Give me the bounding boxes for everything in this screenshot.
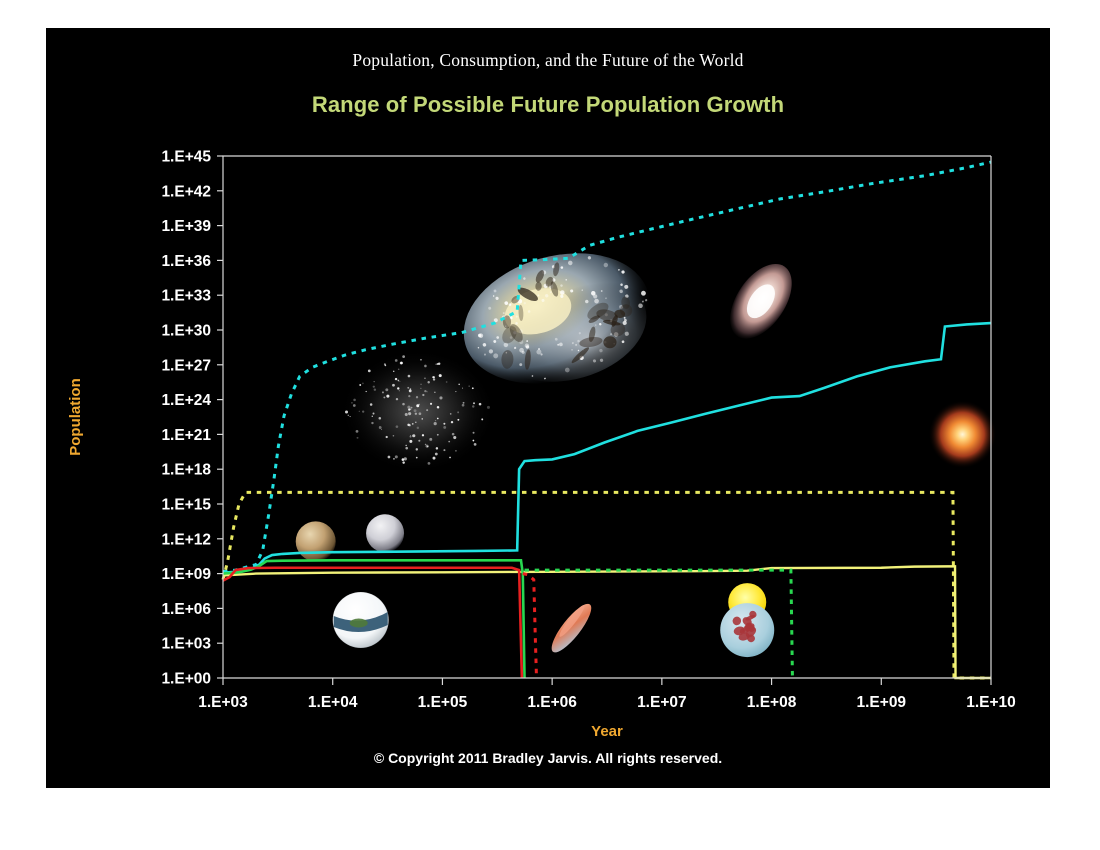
red-star-image — [928, 400, 997, 469]
y-tick-label: 1.E+36 — [161, 253, 211, 270]
x-tick-label: 1.E+07 — [637, 694, 687, 711]
series-mid-decline-green-dashed — [524, 568, 794, 680]
chart-title: Range of Possible Future Population Grow… — [311, 92, 785, 117]
slide-supertitle: Population, Consumption, and the Future … — [352, 50, 744, 70]
star-cluster-image — [340, 349, 497, 474]
chart-area: 1.E+00 1.E+03 1.E+06 1.E+09 1.E+12 1.E+15 1.E+… — [46, 120, 1050, 741]
x-axis-title: Year — [591, 723, 623, 740]
copyright-notice: © Copyright 2011 Bradley Jarvis. All rig… — [373, 750, 723, 766]
y-tick-label: 1.E+42 — [161, 183, 211, 200]
cell-division-image — [720, 583, 775, 658]
moon-gray-image — [366, 514, 405, 553]
x-tick-label: 1.E+05 — [418, 694, 468, 711]
decorative-space-images — [295, 253, 997, 658]
y-tick-label: 1.E+24 — [161, 392, 211, 409]
series-maximum-growth-dashed — [222, 160, 992, 574]
series-resource-limit-dashed — [221, 490, 991, 680]
y-tick-label: 1.E+45 — [161, 149, 211, 166]
y-tick-label: 1.E+00 — [161, 671, 211, 688]
x-tick-label: 1.E+03 — [198, 694, 248, 711]
y-tick-label: 1.E+12 — [161, 531, 211, 548]
x-tick-label: 1.E+09 — [857, 694, 907, 711]
axes-layer — [217, 155, 992, 685]
spiral-galaxy-large-image — [463, 253, 650, 384]
y-tick-label: 1.E+21 — [161, 427, 211, 444]
x-tick-label: 1.E+04 — [308, 694, 358, 711]
y-tick-label: 1.E+27 — [161, 357, 211, 374]
x-tick-label: 1.E+10 — [966, 694, 1016, 711]
y-tick-label: 1.E+33 — [161, 288, 211, 305]
x-tick-label: 1.E+08 — [747, 694, 797, 711]
y-tick-label: 1.E+15 — [161, 497, 211, 514]
y-tick-label: 1.E+30 — [161, 323, 211, 340]
spiral-galaxy-small-image — [730, 263, 792, 339]
y-tick-label: 1.E+18 — [161, 462, 211, 479]
y-tick-label: 1.E+03 — [161, 636, 211, 653]
moon-tan-image — [295, 521, 336, 562]
series-low-growth-red-solid — [222, 566, 524, 679]
slide-canvas: Population, Consumption, and the Future … — [46, 28, 1050, 788]
series-mid-growth-green-solid — [222, 558, 526, 679]
population-growth-chart: 1.E+00 1.E+03 1.E+06 1.E+09 1.E+12 1.E+15 1.E+… — [67, 149, 1016, 741]
x-tick-label: 1.E+06 — [527, 694, 577, 711]
series-low-decline-red-dashed — [522, 572, 538, 679]
comet-image — [551, 603, 592, 653]
y-axis-title: Population — [67, 378, 84, 456]
y-tick-label: 1.E+09 — [161, 566, 211, 583]
y-tick-label: 1.E+06 — [161, 601, 211, 618]
data-series-layer — [221, 160, 992, 680]
snowball-earth-image — [332, 591, 390, 649]
series-high-growth-solid — [222, 321, 992, 574]
axis-labels-layer: 1.E+00 1.E+03 1.E+06 1.E+09 1.E+12 1.E+15 1.E+… — [67, 149, 1016, 741]
y-tick-label: 1.E+39 — [161, 218, 211, 235]
